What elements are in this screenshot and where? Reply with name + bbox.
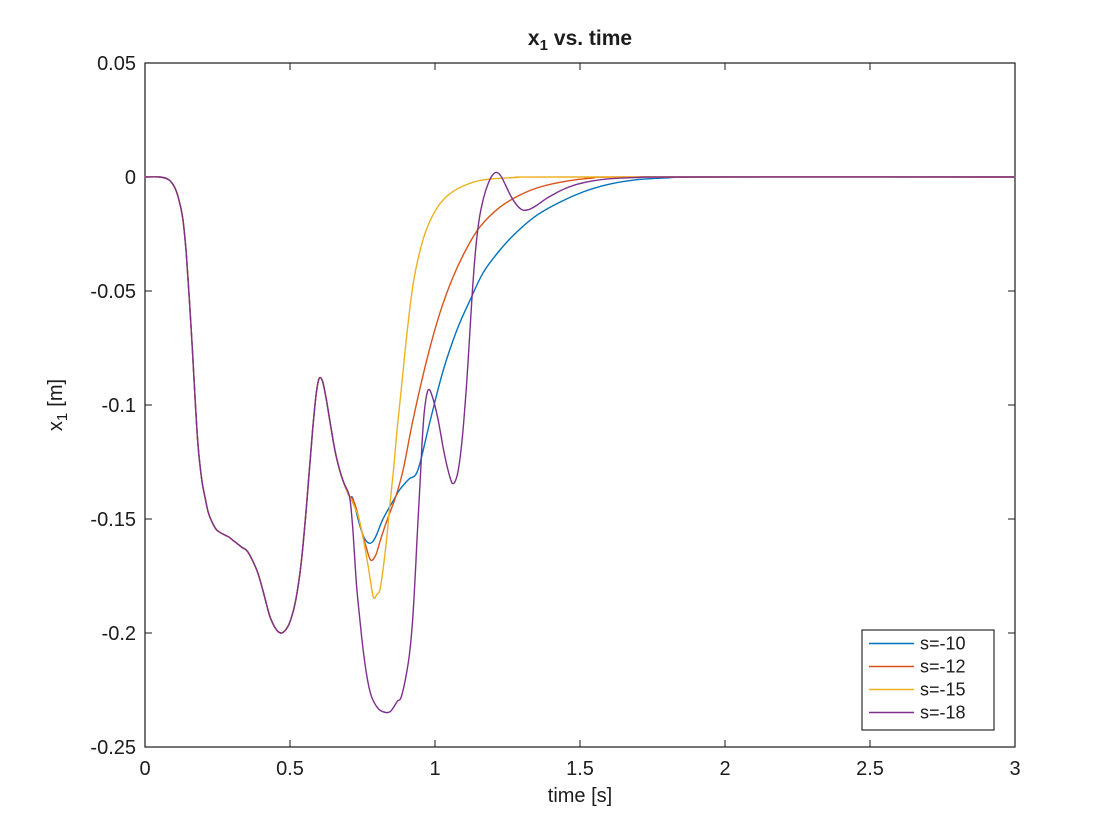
legend-label: s=-18 bbox=[920, 703, 966, 723]
y-axis-label-rest: [m] bbox=[45, 379, 67, 407]
y-tick-label: 0.05 bbox=[97, 53, 136, 75]
x-tick-label: 0 bbox=[139, 758, 150, 780]
legend-box bbox=[861, 629, 995, 731]
y-tick-label: 0 bbox=[125, 167, 136, 189]
x-tick-label: 3 bbox=[1009, 758, 1020, 780]
x-tick-label: 2 bbox=[719, 758, 730, 780]
series-line-s-12 bbox=[144, 176, 1016, 634]
y-tick-label: -0.05 bbox=[90, 281, 136, 303]
x-tick-label: 0.5 bbox=[276, 758, 304, 780]
chart-title: x1 vs. time bbox=[528, 27, 632, 54]
y-tick-label: -0.15 bbox=[90, 509, 136, 531]
series-line-s-10 bbox=[144, 176, 1016, 634]
x-tick-label: 2.5 bbox=[856, 758, 884, 780]
x-tick-label: 1.5 bbox=[566, 758, 594, 780]
legend-label: s=-10 bbox=[920, 634, 966, 654]
y-tick-label: -0.1 bbox=[102, 395, 136, 417]
chart-title-rest: vs. time bbox=[554, 27, 632, 50]
y-axis-label-subscript: 1 bbox=[54, 413, 71, 421]
series-layer bbox=[144, 171, 1016, 714]
series-line-s-18 bbox=[144, 171, 1016, 714]
legend: s=-10 s=-12 s=-15 s=-18 bbox=[861, 629, 995, 731]
y-tick-label: -0.25 bbox=[90, 737, 136, 759]
y-axis-label: x1 [m] bbox=[45, 379, 71, 431]
chart-title-base: x bbox=[528, 27, 540, 50]
y-tick-label: -0.2 bbox=[102, 623, 136, 645]
series-line-s-15 bbox=[144, 176, 1016, 634]
chart-title-subscript: 1 bbox=[540, 37, 548, 54]
legend-label: s=-15 bbox=[920, 680, 966, 700]
axes-layer: 0 0.5 1 1.5 2 2.5 3 0.05 0 -0.05 -0.1 -0.15 -0.2 -0.2… bbox=[90, 53, 1020, 780]
x-tick-label: 1 bbox=[429, 758, 440, 780]
y-axis-label-base: x bbox=[45, 421, 67, 431]
legend-label: s=-12 bbox=[920, 657, 966, 677]
x-axis-label: time [s] bbox=[548, 785, 612, 807]
